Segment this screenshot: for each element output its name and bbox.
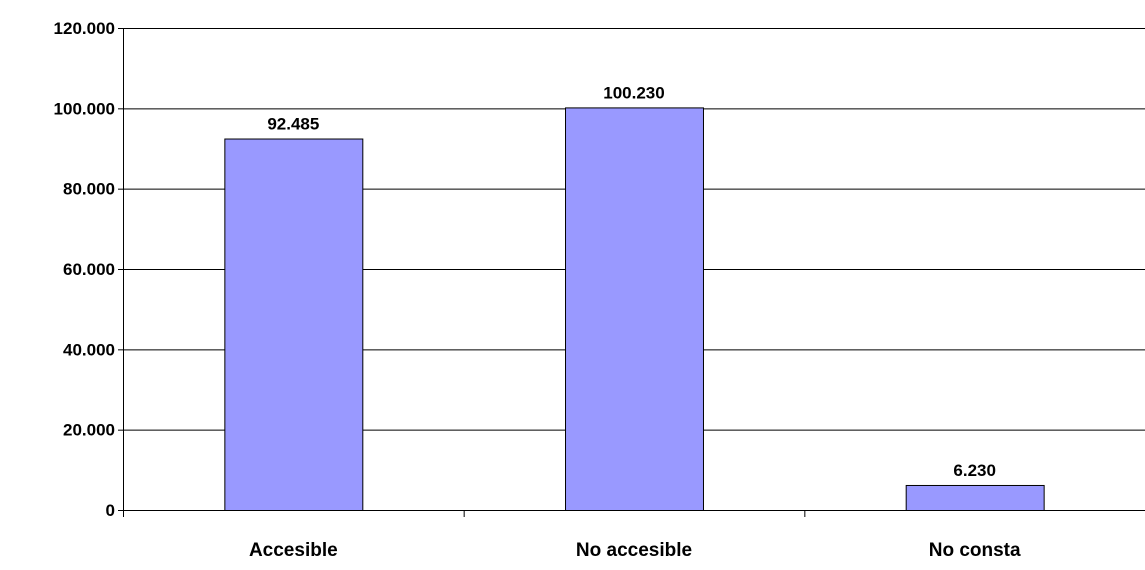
labels: 92.485 Accesible 100.230 No accesible 6.230 N…: [249, 83, 1021, 561]
bar: [565, 107, 704, 512]
x-tick-label: No consta: [929, 540, 1021, 561]
x-tick-label: No accesible: [576, 540, 692, 561]
data-label: 6.230: [953, 461, 996, 480]
y-tick-label: 80.000: [63, 180, 115, 199]
bars: [224, 107, 1045, 512]
x-tick-label: Accesible: [249, 540, 338, 561]
data-label: 92.485: [267, 115, 319, 134]
bar: [224, 138, 364, 511]
y-tick-label: 20.000: [63, 421, 115, 440]
bar: [905, 484, 1045, 511]
data-label: 100.230: [603, 83, 664, 102]
y-tick-label: 60.000: [63, 260, 115, 279]
y-tick-label: 120.000: [54, 19, 115, 38]
y-tick-label: 40.000: [63, 340, 115, 359]
y-tick-label: 100.000: [54, 99, 115, 118]
y-tick-label: 0: [106, 501, 115, 520]
